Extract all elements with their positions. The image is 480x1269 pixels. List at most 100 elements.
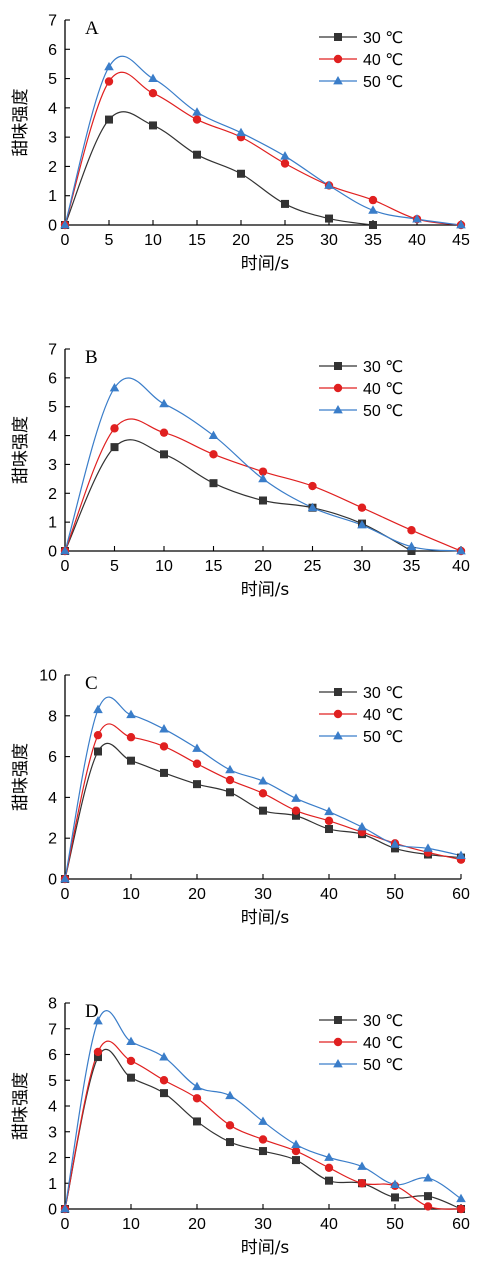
legend-marker: [333, 76, 343, 85]
data-point-series-3: [126, 1036, 136, 1046]
data-point-series-1: [110, 443, 119, 452]
legend-marker: [333, 731, 343, 740]
data-point-series-2: [225, 775, 235, 785]
data-point-series-2: [148, 89, 158, 98]
data-point-series-3: [192, 107, 202, 116]
data-point-series-1: [105, 115, 113, 124]
data-point-series-3: [406, 541, 417, 551]
data-point-series-3: [258, 473, 268, 483]
y-tick-label: 3: [48, 457, 57, 474]
data-point-series-1: [391, 844, 399, 853]
data-point-series-3: [109, 382, 120, 392]
data-point-series-3: [324, 1152, 334, 1161]
series-line-2: [64, 71, 462, 226]
data-point-series-2: [407, 526, 416, 535]
x-tick-label: 5: [110, 558, 119, 575]
y-tick-label: 6: [48, 1047, 57, 1064]
legend-label: 40 ℃: [363, 707, 403, 724]
data-point-series-2: [192, 1094, 202, 1103]
data-point-series-3: [225, 1090, 235, 1100]
data-point-series-2: [104, 77, 114, 86]
data-point-series-2: [225, 1121, 235, 1130]
data-point-series-1: [325, 825, 333, 834]
y-tick-label: 2: [48, 486, 57, 503]
data-point-series-2: [93, 730, 103, 740]
y-tick-label: 1: [48, 188, 57, 205]
data-point-series-2: [324, 1163, 334, 1173]
legend-marker: [334, 33, 342, 41]
x-axis-title: 时间/s: [241, 254, 290, 274]
data-point-series-1: [259, 496, 267, 505]
legend-label: 40 ℃: [363, 52, 403, 69]
data-point-series-1: [424, 1192, 432, 1201]
data-point-series-3: [280, 151, 290, 160]
data-point-series-3: [93, 1016, 103, 1025]
y-tick-label: 7: [48, 342, 57, 359]
data-point-series-3: [368, 205, 378, 214]
data-point-series-3: [258, 776, 268, 785]
x-tick-label: 30: [320, 232, 338, 249]
data-point-series-2: [126, 1056, 136, 1066]
y-tick-label: 7: [48, 13, 57, 30]
y-axis-title: 甜味强度: [11, 743, 31, 811]
series-line-3: [64, 696, 462, 880]
x-tick-label: 35: [403, 558, 421, 575]
legend-label: 30 ℃: [363, 359, 403, 376]
data-point-series-1: [292, 1156, 300, 1165]
series-line-2: [64, 418, 462, 552]
x-tick-label: 20: [188, 1216, 206, 1233]
data-point-series-1: [127, 756, 135, 765]
data-point-series-2: [258, 467, 268, 476]
data-point-series-2: [280, 159, 290, 168]
data-point-series-3: [390, 1179, 400, 1188]
series-line-2: [64, 723, 462, 880]
y-tick-label: 2: [48, 831, 57, 848]
legend-label: 50 ℃: [363, 729, 403, 746]
data-point-series-3: [148, 73, 158, 82]
y-tick-label: 4: [48, 790, 57, 807]
y-tick-label: 2: [48, 159, 57, 176]
y-tick-label: 2: [48, 1150, 57, 1167]
data-point-series-2: [324, 816, 334, 826]
x-axis-title: 时间/s: [241, 908, 290, 928]
data-point-series-1: [237, 169, 245, 178]
data-point-series-3: [236, 127, 246, 137]
y-axis-title: 甜味强度: [11, 89, 31, 157]
panel-label: A: [85, 18, 99, 39]
x-tick-label: 40: [452, 558, 470, 575]
legend-label: 30 ℃: [363, 1013, 403, 1030]
data-point-series-2: [258, 789, 268, 798]
data-point-series-3: [307, 502, 318, 512]
data-point-series-3: [456, 1193, 466, 1203]
x-tick-label: 50: [386, 886, 404, 903]
panel-label: B: [85, 347, 98, 368]
legend-marker: [333, 709, 343, 719]
chart-panel-d: 0 1 2 3 4 5 6 7 8 0 10 20 30 40 50 60 时间/s 甜味强度 D 30 ℃ 40 ℃ 5…: [11, 996, 470, 1259]
x-tick-label: 15: [188, 232, 206, 249]
data-point-series-3: [324, 180, 334, 189]
data-point-series-1: [127, 1073, 135, 1082]
data-point-series-1: [292, 811, 300, 820]
data-point-series-1: [325, 1176, 333, 1185]
series-line-1: [64, 439, 412, 552]
x-tick-label: 20: [188, 886, 206, 903]
data-point-series-2: [110, 424, 119, 433]
data-point-series-1: [94, 1053, 102, 1062]
y-tick-label: 1: [48, 1176, 57, 1193]
data-point-series-2: [192, 115, 202, 124]
data-point-series-1: [149, 121, 157, 130]
data-point-series-3: [456, 546, 466, 555]
x-tick-label: 30: [254, 1216, 272, 1233]
data-point-series-2: [291, 1146, 301, 1156]
x-tick-label: 10: [122, 1216, 140, 1233]
data-point-series-3: [225, 764, 235, 774]
data-point-series-3: [390, 839, 400, 848]
data-point-series-2: [159, 742, 169, 751]
y-tick-label: 6: [48, 749, 57, 766]
data-point-series-3: [192, 743, 202, 752]
chart-panel-c: 0 2 4 6 8 10 0 10 20 30 40 50 60 时间/s 甜味强度 C 30 ℃ 40 ℃ 50 …: [11, 668, 470, 929]
data-point-series-3: [258, 1116, 268, 1125]
chart-panel-b: 0 1 2 3 4 5 6 7 0 5 10 15 20 25 30 35 40 时间/s 甜味强度 B 30 ℃ 40 …: [11, 342, 470, 601]
